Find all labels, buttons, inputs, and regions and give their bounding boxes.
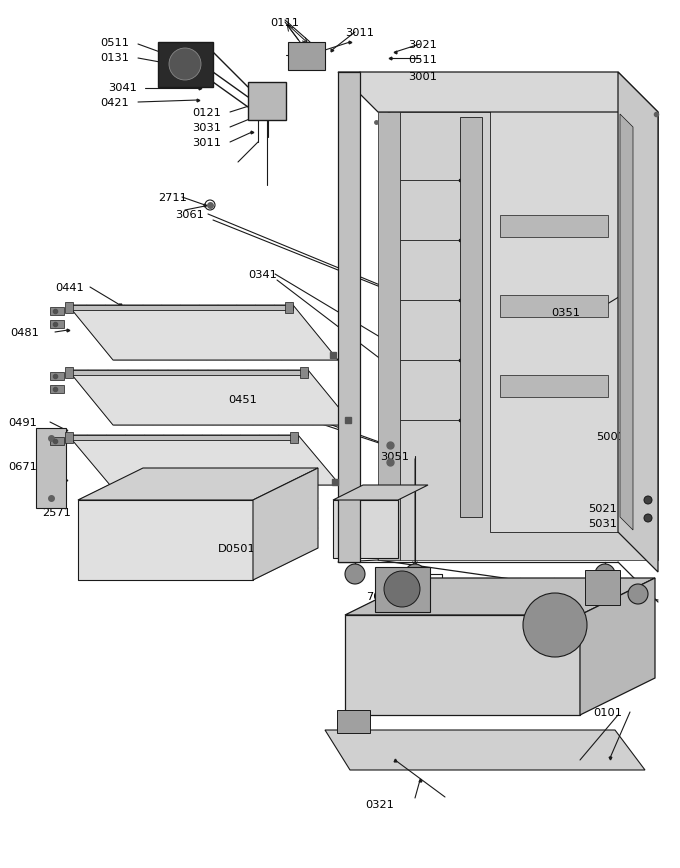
Circle shape (523, 593, 587, 657)
Bar (50, 307, 64, 315)
Text: 0511: 0511 (408, 55, 437, 65)
Polygon shape (158, 42, 213, 87)
Polygon shape (580, 578, 655, 715)
Polygon shape (618, 72, 658, 572)
Text: 0491: 0491 (8, 418, 37, 428)
Polygon shape (290, 432, 298, 443)
Text: 0321: 0321 (366, 800, 394, 810)
Polygon shape (78, 500, 253, 580)
Text: 0351: 0351 (551, 308, 580, 318)
Text: 7091: 7091 (366, 592, 395, 602)
Bar (50, 437, 64, 445)
Polygon shape (325, 730, 645, 770)
Text: 0511: 0511 (100, 38, 129, 48)
Text: 2711: 2711 (158, 193, 187, 203)
Text: D0501: D0501 (218, 544, 256, 554)
Text: 3011: 3011 (192, 138, 221, 148)
Text: 0101: 0101 (593, 708, 622, 718)
Polygon shape (338, 72, 360, 562)
Text: 0111: 0111 (271, 18, 299, 28)
Polygon shape (65, 302, 73, 313)
Polygon shape (378, 112, 400, 560)
Polygon shape (68, 435, 298, 440)
Text: 2571: 2571 (42, 508, 71, 518)
Text: 3021: 3021 (408, 40, 437, 50)
Polygon shape (65, 367, 73, 378)
Polygon shape (338, 72, 658, 112)
Polygon shape (68, 370, 353, 425)
Polygon shape (300, 367, 308, 378)
Polygon shape (65, 432, 73, 443)
Text: 0341: 0341 (248, 270, 277, 280)
Text: 3031: 3031 (192, 123, 221, 133)
Text: 3051: 3051 (380, 452, 409, 462)
Circle shape (405, 564, 425, 584)
Polygon shape (78, 468, 318, 500)
Circle shape (628, 584, 648, 604)
Text: 0481: 0481 (10, 328, 39, 338)
Polygon shape (345, 615, 580, 715)
Polygon shape (400, 112, 658, 560)
Text: 3061: 3061 (175, 210, 204, 220)
Circle shape (169, 48, 201, 80)
Polygon shape (333, 485, 428, 500)
Text: 5021: 5021 (588, 504, 617, 514)
Text: 0131: 0131 (100, 53, 129, 63)
Polygon shape (248, 82, 286, 120)
Text: 0451: 0451 (228, 395, 257, 405)
Polygon shape (500, 215, 608, 237)
Circle shape (595, 564, 615, 584)
Polygon shape (288, 42, 325, 70)
Text: 0441: 0441 (55, 283, 84, 293)
Bar (50, 372, 64, 380)
Circle shape (345, 564, 365, 584)
Text: 3001: 3001 (408, 72, 437, 82)
Text: 0121: 0121 (192, 108, 221, 118)
Polygon shape (333, 500, 398, 558)
Circle shape (384, 571, 420, 607)
Bar (50, 320, 64, 328)
Bar (50, 385, 64, 393)
Polygon shape (345, 578, 655, 615)
Polygon shape (285, 302, 293, 313)
Polygon shape (375, 567, 430, 612)
Text: 3011: 3011 (345, 28, 374, 38)
Polygon shape (585, 570, 620, 605)
Polygon shape (68, 370, 308, 375)
Text: 0671: 0671 (8, 462, 37, 472)
Polygon shape (620, 114, 633, 530)
Text: 3041: 3041 (108, 83, 137, 93)
Polygon shape (460, 117, 482, 517)
Text: 5001: 5001 (596, 432, 625, 442)
Text: 5031: 5031 (588, 519, 617, 529)
Polygon shape (253, 468, 318, 580)
Polygon shape (68, 435, 340, 485)
Circle shape (644, 514, 652, 522)
Polygon shape (68, 305, 338, 360)
Polygon shape (500, 375, 608, 397)
Polygon shape (337, 710, 370, 733)
Text: 0421: 0421 (100, 98, 129, 108)
Circle shape (644, 496, 652, 504)
Polygon shape (490, 74, 618, 532)
Polygon shape (36, 428, 66, 508)
Polygon shape (500, 295, 608, 317)
Polygon shape (68, 305, 293, 310)
